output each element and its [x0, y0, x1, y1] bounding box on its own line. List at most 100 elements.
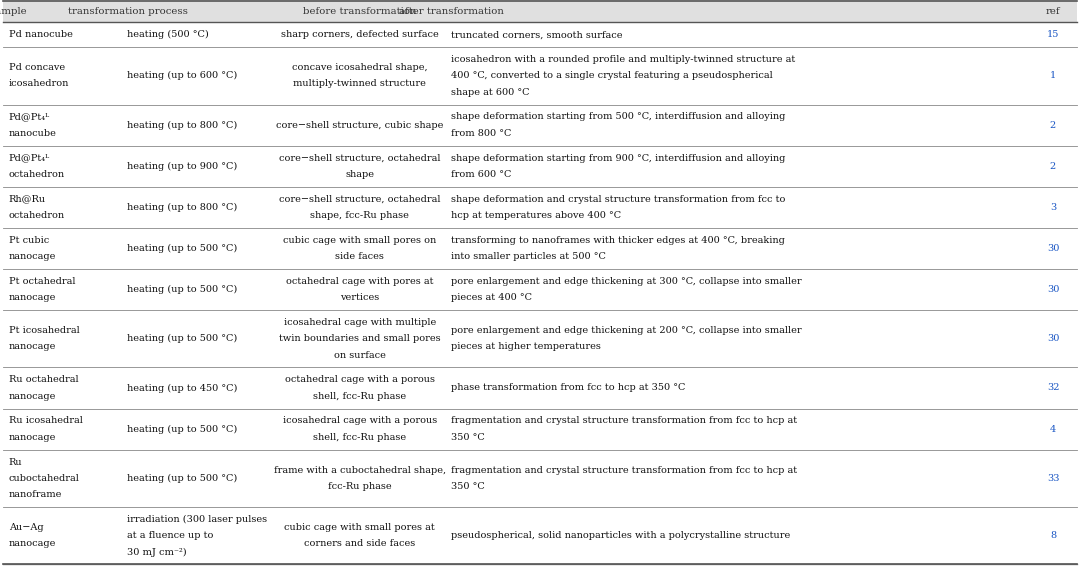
Text: pieces at 400 °C: pieces at 400 °C [451, 293, 532, 302]
Text: pore enlargement and edge thickening at 200 °C, collapse into smaller: pore enlargement and edge thickening at … [451, 326, 802, 335]
Text: before transformation: before transformation [302, 7, 417, 16]
Text: 1: 1 [1050, 71, 1056, 80]
Text: shape deformation starting from 900 °C, interdiffusion and alloying: shape deformation starting from 900 °C, … [451, 154, 786, 163]
Text: heating (up to 600 °C): heating (up to 600 °C) [127, 71, 238, 80]
Bar [3, 0, 1077, 22]
Text: cuboctahedral: cuboctahedral [9, 474, 80, 483]
Text: shape deformation and crystal structure transformation from fcc to: shape deformation and crystal structure … [451, 195, 786, 204]
Text: truncated corners, smooth surface: truncated corners, smooth surface [451, 30, 623, 39]
Text: heating (up to 500 °C): heating (up to 500 °C) [127, 334, 238, 343]
Text: hcp at temperatures above 400 °C: hcp at temperatures above 400 °C [451, 211, 622, 220]
Text: twin boundaries and small pores: twin boundaries and small pores [279, 334, 441, 343]
Text: octahedral cage with a porous: octahedral cage with a porous [285, 376, 434, 384]
Text: pore enlargement and edge thickening at 300 °C, collapse into smaller: pore enlargement and edge thickening at … [451, 277, 802, 286]
Text: multiply-twinned structure: multiply-twinned structure [293, 80, 427, 88]
Text: nanocage: nanocage [9, 252, 56, 261]
Text: vertices: vertices [340, 293, 379, 302]
Text: Ru octahedral: Ru octahedral [9, 376, 78, 384]
Text: heating (up to 500 °C): heating (up to 500 °C) [127, 285, 238, 294]
Text: heating (up to 900 °C): heating (up to 900 °C) [127, 162, 238, 171]
Text: 15: 15 [1047, 30, 1059, 39]
Text: Pt icosahedral: Pt icosahedral [9, 326, 80, 335]
Text: heating (up to 800 °C): heating (up to 800 °C) [127, 121, 238, 130]
Text: shape, fcc-Ru phase: shape, fcc-Ru phase [310, 211, 409, 220]
Text: shape at 600 °C: shape at 600 °C [451, 88, 530, 97]
Text: sharp corners, defected surface: sharp corners, defected surface [281, 30, 438, 39]
Text: Pd@Pt₄ᴸ: Pd@Pt₄ᴸ [9, 113, 50, 121]
Text: nanocube: nanocube [9, 129, 56, 138]
Text: heating (up to 800 °C): heating (up to 800 °C) [127, 203, 238, 212]
Text: icosahedral cage with multiple: icosahedral cage with multiple [284, 318, 435, 327]
Text: pseudospherical, solid nanoparticles with a polycrystalline structure: pseudospherical, solid nanoparticles wit… [451, 531, 791, 540]
Text: from 800 °C: from 800 °C [451, 129, 512, 138]
Text: heating (up to 450 °C): heating (up to 450 °C) [127, 384, 238, 393]
Text: octahedral cage with pores at: octahedral cage with pores at [286, 277, 433, 286]
Text: after transformation: after transformation [399, 7, 504, 16]
Text: Ru icosahedral: Ru icosahedral [9, 417, 82, 426]
Text: phase transformation from fcc to hcp at 350 °C: phase transformation from fcc to hcp at … [451, 384, 686, 393]
Text: Pt cubic: Pt cubic [9, 236, 49, 245]
Text: Pd@Pt₄ᴸ: Pd@Pt₄ᴸ [9, 154, 50, 163]
Text: 30: 30 [1047, 244, 1059, 253]
Text: icosahedron with a rounded profile and multiply-twinned structure at: icosahedron with a rounded profile and m… [451, 55, 796, 64]
Text: 30: 30 [1047, 334, 1059, 343]
Text: 4: 4 [1050, 424, 1056, 434]
Text: irradiation (300 laser pulses: irradiation (300 laser pulses [127, 515, 268, 524]
Text: 32: 32 [1047, 384, 1059, 393]
Text: fragmentation and crystal structure transformation from fcc to hcp at: fragmentation and crystal structure tran… [451, 465, 797, 475]
Text: 2: 2 [1050, 121, 1056, 130]
Text: nanocage: nanocage [9, 391, 56, 401]
Text: Rh@Ru: Rh@Ru [9, 195, 45, 204]
Text: shell, fcc-Ru phase: shell, fcc-Ru phase [313, 391, 406, 401]
Text: ref: ref [1045, 7, 1061, 16]
Text: fcc-Ru phase: fcc-Ru phase [328, 482, 391, 491]
Text: shell, fcc-Ru phase: shell, fcc-Ru phase [313, 433, 406, 442]
Text: core−shell structure, octahedral: core−shell structure, octahedral [279, 195, 441, 204]
Text: transforming to nanoframes with thicker edges at 400 °C, breaking: transforming to nanoframes with thicker … [451, 236, 785, 245]
Text: side faces: side faces [335, 252, 384, 261]
Text: nanocage: nanocage [9, 343, 56, 352]
Text: 350 °C: 350 °C [451, 482, 485, 491]
Text: fragmentation and crystal structure transformation from fcc to hcp at: fragmentation and crystal structure tran… [451, 417, 797, 426]
Text: on surface: on surface [334, 351, 386, 360]
Text: cubic cage with small pores at: cubic cage with small pores at [284, 523, 435, 532]
Text: 3: 3 [1050, 203, 1056, 212]
Text: nanoframe: nanoframe [9, 490, 62, 499]
Text: heating (500 °C): heating (500 °C) [127, 30, 210, 39]
Text: octahedron: octahedron [9, 170, 65, 179]
Text: Ru: Ru [9, 457, 23, 467]
Text: heating (up to 500 °C): heating (up to 500 °C) [127, 424, 238, 434]
Text: 30 mJ cm⁻²): 30 mJ cm⁻²) [127, 547, 187, 556]
Text: nanocage: nanocage [9, 293, 56, 302]
Text: frame with a cuboctahedral shape,: frame with a cuboctahedral shape, [273, 465, 446, 475]
Text: Pd concave: Pd concave [9, 63, 65, 72]
Text: heating (up to 500 °C): heating (up to 500 °C) [127, 244, 238, 253]
Text: octahedron: octahedron [9, 211, 65, 220]
Text: 350 °C: 350 °C [451, 433, 485, 442]
Text: 2: 2 [1050, 162, 1056, 171]
Text: shape deformation starting from 500 °C, interdiffusion and alloying: shape deformation starting from 500 °C, … [451, 113, 786, 121]
Text: into smaller particles at 500 °C: into smaller particles at 500 °C [451, 252, 606, 261]
Text: nanocage: nanocage [9, 539, 56, 549]
Text: concave icosahedral shape,: concave icosahedral shape, [292, 63, 428, 72]
Text: Au−Ag: Au−Ag [9, 523, 43, 532]
Text: core−shell structure, cubic shape: core−shell structure, cubic shape [276, 121, 443, 130]
Text: 33: 33 [1047, 474, 1059, 483]
Text: icosahedron: icosahedron [9, 80, 69, 88]
Text: transformation process: transformation process [68, 7, 187, 16]
Text: Pd nanocube: Pd nanocube [9, 30, 72, 39]
Text: icosahedral cage with a porous: icosahedral cage with a porous [283, 417, 436, 426]
Text: from 600 °C: from 600 °C [451, 170, 512, 179]
Text: heating (up to 500 °C): heating (up to 500 °C) [127, 474, 238, 483]
Text: cubic cage with small pores on: cubic cage with small pores on [283, 236, 436, 245]
Text: nanocage: nanocage [9, 433, 56, 442]
Text: 8: 8 [1050, 531, 1056, 540]
Text: corners and side faces: corners and side faces [303, 539, 416, 549]
Text: sample: sample [0, 7, 27, 16]
Text: Pt octahedral: Pt octahedral [9, 277, 76, 286]
Text: 30: 30 [1047, 285, 1059, 294]
Text: core−shell structure, octahedral: core−shell structure, octahedral [279, 154, 441, 163]
Text: pieces at higher temperatures: pieces at higher temperatures [451, 343, 602, 352]
Text: 400 °C, converted to a single crystal featuring a pseudospherical: 400 °C, converted to a single crystal fe… [451, 71, 773, 80]
Text: shape: shape [346, 170, 374, 179]
